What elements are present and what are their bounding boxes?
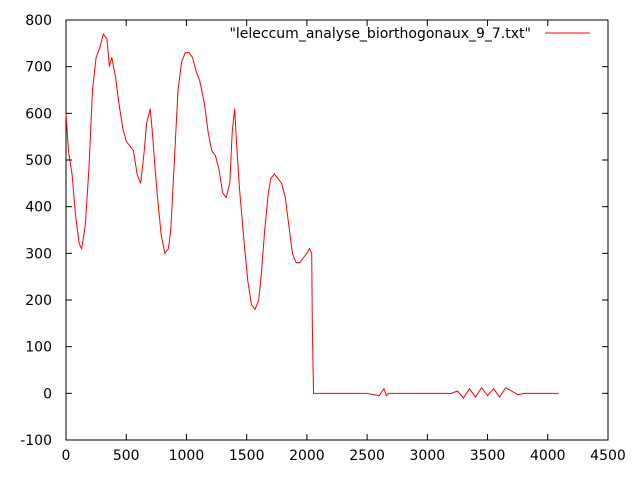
x-tick-label: 0 (62, 448, 71, 464)
plot-frame (65, 19, 609, 441)
y-tick-label: 800 (25, 13, 52, 29)
y-axis-ticks: -100 0 100 200 300 400 500 600 700 800 (20, 13, 608, 449)
y-tick-label: 100 (25, 340, 52, 356)
x-tick-label: 1500 (229, 448, 265, 464)
x-tick-label: 3500 (470, 448, 506, 464)
legend-series-label: "leleccum_analyse_biorthogonaux_9_7.txt" (229, 26, 531, 42)
x-tick-label: 2500 (349, 448, 385, 464)
series-layer (65, 32, 559, 399)
y-tick-label: 600 (25, 106, 52, 122)
legend: "leleccum_analyse_biorthogonaux_9_7.txt" (229, 26, 590, 42)
x-tick-label: 1000 (169, 448, 205, 464)
x-tick-label: 500 (113, 448, 140, 464)
y-tick-label: 0 (43, 386, 52, 402)
x-tick-label: 2000 (289, 448, 325, 464)
plot-border (65, 19, 609, 441)
x-axis-ticks: 0 500 1000 1500 2000 2500 3000 3500 4000 4500 (62, 20, 626, 464)
y-tick-label: 200 (25, 293, 52, 309)
y-tick-label: -100 (20, 433, 52, 449)
x-tick-label: 4500 (590, 448, 626, 464)
x-tick-label: 3000 (410, 448, 446, 464)
y-tick-label: 700 (25, 60, 52, 76)
y-tick-label: 400 (25, 200, 52, 216)
y-tick-label: 500 (25, 153, 52, 169)
y-tick-label: 300 (25, 246, 52, 262)
x-tick-label: 4000 (530, 448, 566, 464)
series-line (65, 32, 559, 399)
